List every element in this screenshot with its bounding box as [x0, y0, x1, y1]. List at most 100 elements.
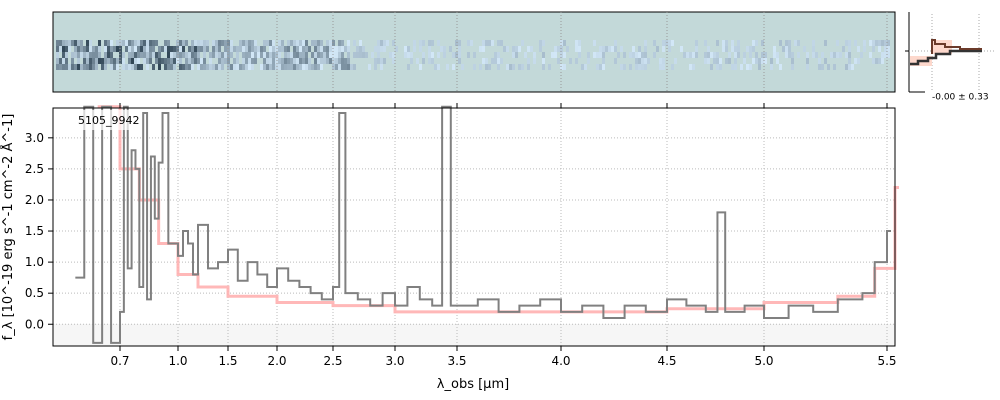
spectrum-2d-pixel	[212, 64, 215, 70]
spectrum-2d-pixel	[668, 40, 671, 46]
spectrum-2d-pixel	[269, 40, 272, 46]
spectrum-2d-pixel	[65, 40, 68, 46]
spectrum-2d-pixel	[878, 58, 881, 64]
spectrum-2d-pixel	[359, 46, 362, 52]
spectrum-2d-pixel	[98, 46, 101, 52]
spectrum-2d-pixel	[335, 58, 338, 64]
y-tick-label: 3.0	[25, 131, 44, 145]
spectrum-2d-pixel	[875, 58, 878, 64]
spectrum-2d-pixel	[290, 40, 293, 46]
spectrum-2d-pixel	[605, 46, 608, 52]
spectrum-2d-pixel	[731, 64, 734, 70]
spectrum-2d-pixel	[812, 46, 815, 52]
spectrum-2d-pixel	[134, 46, 137, 52]
spectrum-2d-pixel	[662, 64, 665, 70]
spectrum-2d-pixel	[305, 52, 308, 58]
y-axis-label: f_λ [10^-19 erg s^-1 cm^-2 Å^-1]	[0, 114, 16, 341]
spectrum-2d-pixel	[230, 40, 233, 46]
spectrum-2d-pixel	[788, 52, 791, 58]
spectrum-2d-pixel	[719, 64, 722, 70]
spectrum-2d-pixel	[773, 46, 776, 52]
spectrum-2d-pixel	[218, 58, 221, 64]
spectrum-2d-pixel	[419, 64, 422, 70]
spectrum-2d-pixel	[257, 46, 260, 52]
spectrum-2d-pixel	[404, 46, 407, 52]
spectrum-2d-pixel	[623, 64, 626, 70]
spectrum-2d-pixel	[755, 40, 758, 46]
spectrum-2d-pixel	[512, 64, 515, 70]
spectrum-2d-pixel	[392, 58, 395, 64]
spectrum-2d-pixel	[614, 46, 617, 52]
spectrum-2d-pixel	[131, 40, 134, 46]
spectrum-2d-pixel	[878, 46, 881, 52]
spectrum-2d-pixel	[299, 58, 302, 64]
spectrum-2d-pixel	[470, 40, 473, 46]
spectrum-2d-pixel	[122, 64, 125, 70]
spectrum-2d-pixel	[383, 46, 386, 52]
spectrum-2d-pixel	[83, 52, 86, 58]
spectrum-2d-pixel	[392, 52, 395, 58]
spectrum-2d-pixel	[674, 58, 677, 64]
spectrum-2d-pixel	[716, 58, 719, 64]
spectrum-2d-pixel	[524, 52, 527, 58]
spectrum-2d-pixel	[260, 52, 263, 58]
spectrum-2d-pixel	[137, 58, 140, 64]
spectrum-2d-pixel	[101, 58, 104, 64]
spectrum-2d-pixel	[317, 46, 320, 52]
spectrum-2d-pixel	[173, 58, 176, 64]
spectrum-2d-pixel	[263, 64, 266, 70]
spectrum-2d-pixel	[818, 58, 821, 64]
spectrum-2d-pixel	[602, 46, 605, 52]
spectrum-2d-pixel	[212, 52, 215, 58]
spectrum-2d-pixel	[140, 46, 143, 52]
spectrum-2d-pixel	[251, 52, 254, 58]
spectrum-2d-pixel	[752, 40, 755, 46]
spectrum-2d-pixel	[761, 52, 764, 58]
x-tick-label: 4.0	[551, 354, 570, 368]
spectrum-2d-pixel	[323, 58, 326, 64]
spectrum-2d-pixel	[707, 58, 710, 64]
spectrum-2d-pixel	[587, 52, 590, 58]
spectrum-2d-pixel	[887, 46, 890, 52]
spectrum-2d-pixel	[191, 58, 194, 64]
spectrum-2d-pixel	[221, 58, 224, 64]
spectrum-2d-pixel	[338, 58, 341, 64]
spectrum-2d-pixel	[113, 64, 116, 70]
spectrum-2d-pixel	[746, 46, 749, 52]
spectrum-2d-pixel	[302, 46, 305, 52]
spectrum-2d-pixel	[140, 40, 143, 46]
spectrum-2d-pixel	[350, 64, 353, 70]
spectrum-2d-pixel	[101, 64, 104, 70]
spectrum-2d-pixel	[557, 58, 560, 64]
spectrum-2d-pixel	[173, 46, 176, 52]
spectrum-2d-pixel	[854, 40, 857, 46]
spectrum-2d-pixel	[95, 58, 98, 64]
spectrum-2d-pixel	[491, 58, 494, 64]
spectrum-2d-pixel	[578, 52, 581, 58]
spectrum-2d-pixel	[722, 40, 725, 46]
spectrum-2d-pixel	[734, 64, 737, 70]
spectrum-2d-pixel	[323, 52, 326, 58]
spectrum-2d-pixel	[152, 40, 155, 46]
spectrum-2d-pixel	[458, 58, 461, 64]
spectrum-2d-pixel	[251, 46, 254, 52]
spectrum-2d-pixel	[113, 58, 116, 64]
spectrum-2d-pixel	[326, 46, 329, 52]
spectrum-2d-pixel	[212, 40, 215, 46]
spectrum-2d-pixel	[185, 52, 188, 58]
spectrum-2d-pixel	[278, 52, 281, 58]
spectrum-2d-pixel	[695, 46, 698, 52]
spectrum-2d-pixel	[380, 64, 383, 70]
spectrum-2d-pixel	[215, 40, 218, 46]
spectrum-2d-pixel	[377, 40, 380, 46]
spectrum-2d-pixel	[335, 46, 338, 52]
spectrum-2d-pixel	[143, 40, 146, 46]
spectrum-2d-pixel	[488, 40, 491, 46]
spectrum-2d-pixel	[554, 46, 557, 52]
spectrum-2d-pixel	[341, 52, 344, 58]
spectrum-2d-pixel	[362, 46, 365, 52]
spectrum-2d-pixel	[152, 52, 155, 58]
spectrum-2d-pixel	[557, 46, 560, 52]
spectrum-2d-pixel	[146, 64, 149, 70]
spectrum-2d-pixel	[311, 64, 314, 70]
